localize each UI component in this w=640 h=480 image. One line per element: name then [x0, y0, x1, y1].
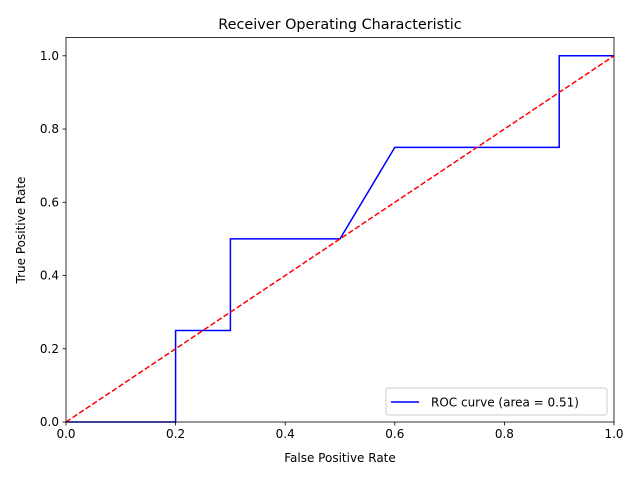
y-tick-label: 0.0 [40, 415, 59, 429]
chart-title: Receiver Operating Characteristic [218, 17, 462, 33]
legend-box [385, 387, 608, 416]
chance-diagonal-line [65, 55, 615, 423]
x-tick-label: 0.2 [166, 427, 185, 441]
plot-area [65, 55, 615, 423]
y-tick-label: 0.2 [40, 342, 59, 356]
y-axis-ticks: 0.0 0.2 0.4 0.6 0.8 1.0 [40, 49, 66, 429]
legend-label-roc: ROC curve (area = 0.51) [431, 396, 579, 410]
y-axis-label: True Positive Rate [14, 177, 28, 285]
y-tick-label: 0.8 [40, 122, 59, 136]
roc-curve-line [66, 55, 614, 423]
x-axis-label: False Positive Rate [284, 451, 396, 465]
x-tick-label: 0.0 [56, 427, 75, 441]
plot-frame [65, 37, 615, 423]
x-tick-label: 0.4 [276, 427, 295, 441]
y-tick-label: 1.0 [40, 49, 59, 63]
x-tick-label: 0.8 [495, 427, 514, 441]
legend: ROC curve (area = 0.51) [385, 387, 608, 416]
x-tick-label: 0.6 [385, 427, 404, 441]
y-tick-label: 0.4 [40, 269, 59, 283]
x-tick-label: 1.0 [604, 427, 623, 441]
x-axis-ticks: 0.0 0.2 0.4 0.6 0.8 1.0 [56, 422, 624, 441]
y-tick-label: 0.6 [40, 195, 59, 209]
